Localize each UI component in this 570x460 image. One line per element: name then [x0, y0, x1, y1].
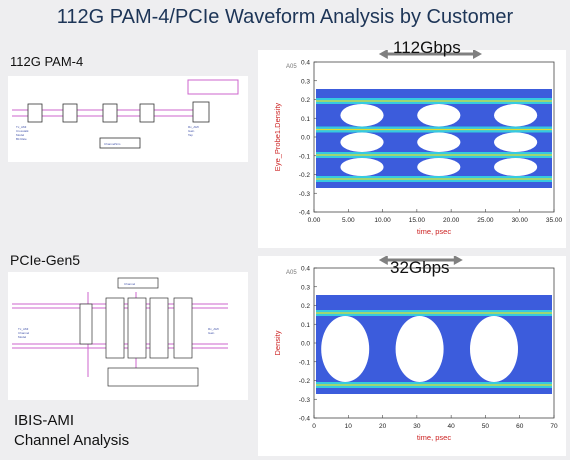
svg-text:Rx_AMI: Rx_AMI [208, 327, 219, 331]
speed-arrow-left [378, 50, 388, 59]
x-axis-label: time, psec [417, 227, 451, 236]
y-tick-label: 0.4 [301, 60, 310, 67]
x-tick-label: 15.00 [409, 217, 426, 224]
y-tick-label: 0.2 [301, 303, 310, 310]
y-tick-label: 0.0 [301, 135, 310, 142]
eye-pattern [316, 89, 552, 188]
bottom-eye-diagram: A05 0.4 0.3 0.2 0.1 0.0 -0.1 -0.2 -0.3 -0.4 0 10 20 3… [258, 256, 566, 456]
svg-text:Crosstalk: Crosstalk [16, 129, 29, 133]
svg-text:Channel: Channel [124, 282, 136, 286]
svg-text:Gain: Gain [208, 331, 215, 335]
x-tick-label: 10 [345, 423, 353, 430]
eye-opening [494, 158, 538, 176]
y-tick-label: 0.1 [301, 322, 310, 329]
bottom-schematic: Tx_AMI Channel Model Rx_AMI Gain Channel [8, 272, 248, 400]
y-tick-label: -0.2 [299, 172, 311, 179]
svg-text:Tx_AMI: Tx_AMI [18, 327, 29, 331]
y-tick-label: 0.0 [301, 341, 310, 348]
x-tick-label: 35.00 [546, 217, 563, 224]
speed-arrow-right [473, 50, 482, 59]
x-tick-label: 25.00 [477, 217, 494, 224]
y-tick-label: -0.3 [299, 397, 311, 404]
y-tick-label: 0.1 [301, 116, 310, 123]
svg-text:ChannelSim: ChannelSim [104, 142, 121, 146]
bottom-section-label: PCIe-Gen5 [10, 252, 81, 268]
y-tick-label: -0.4 [299, 416, 311, 423]
x-tick-label: 10.00 [374, 217, 391, 224]
eye-opening [494, 132, 538, 152]
y-tick-label: 0.3 [301, 78, 310, 85]
page-title: 112G PAM-4/PCIe Waveform Analysis by Cus… [56, 6, 514, 28]
top-section-label: 112G PAM-4 [10, 54, 84, 69]
eye-opening [340, 104, 384, 127]
y-tick-label: 0.4 [301, 266, 310, 273]
x-tick-label: 20 [379, 423, 387, 430]
eye-opening [321, 316, 370, 382]
y-tick-label: 0.2 [301, 97, 310, 104]
svg-text:Gain: Gain [188, 129, 195, 133]
svg-text:Model: Model [16, 133, 25, 137]
eye-opening [417, 158, 461, 176]
svg-text:Tap: Tap [188, 133, 193, 137]
corner-tag: A05 [286, 64, 297, 70]
x-tick-label: 5.00 [342, 217, 355, 224]
bottom-speed-label: 32Gbps [390, 258, 450, 277]
y-axis-label: Eye_Probe1.Density [273, 103, 282, 172]
eye-pattern [316, 295, 552, 394]
x-tick-label: 40 [448, 423, 456, 430]
y-tick-label: -0.4 [299, 210, 311, 217]
footer-line-2: Channel Analysis [14, 432, 130, 449]
y-tick-label: -0.1 [299, 359, 311, 366]
x-tick-label: 30.00 [512, 217, 529, 224]
y-axis-label: Density [273, 330, 282, 355]
top-schematic: Tx_AMI Crosstalk Model Bit Rate Rx_AMI Gain T… [8, 76, 248, 162]
svg-text:Channel: Channel [18, 331, 30, 335]
top-speed-label: 112Gbps [393, 38, 461, 57]
x-tick-label: 60 [516, 423, 524, 430]
x-tick-label: 20.00 [443, 217, 460, 224]
x-tick-label: 70 [550, 423, 558, 430]
speed-arrow-left [378, 256, 388, 265]
speed-arrow-right [453, 256, 463, 265]
eye-opening [395, 316, 444, 382]
top-eye-diagram: A05 0.4 0.3 0.2 0.1 0.0 -0.1 -0.2 -0.3 -0.4 0.00 5.… [258, 50, 566, 248]
y-tick-label: -0.3 [299, 191, 311, 198]
x-tick-label: 50 [482, 423, 490, 430]
eye-opening [494, 104, 538, 127]
x-tick-label: 30 [413, 423, 421, 430]
y-tick-label: 0.3 [301, 284, 310, 291]
eye-opening [340, 158, 384, 176]
eye-opening [340, 132, 384, 152]
corner-tag: A05 [286, 270, 297, 276]
svg-text:Bit Rate: Bit Rate [16, 137, 27, 141]
y-tick-label: -0.2 [299, 378, 311, 385]
x-tick-label: 0 [312, 423, 316, 430]
svg-text:Tx_AMI: Tx_AMI [16, 125, 27, 129]
eye-opening [470, 316, 518, 382]
x-axis-label: time, psec [417, 433, 451, 442]
footer-line-1: IBIS-AMI [14, 412, 75, 429]
x-tick-label: 0.00 [308, 217, 321, 224]
svg-text:Rx_AMI: Rx_AMI [188, 125, 199, 129]
eye-opening [417, 132, 461, 152]
y-tick-label: -0.1 [299, 153, 311, 160]
svg-text:Model: Model [18, 335, 27, 339]
eye-opening [417, 104, 461, 127]
